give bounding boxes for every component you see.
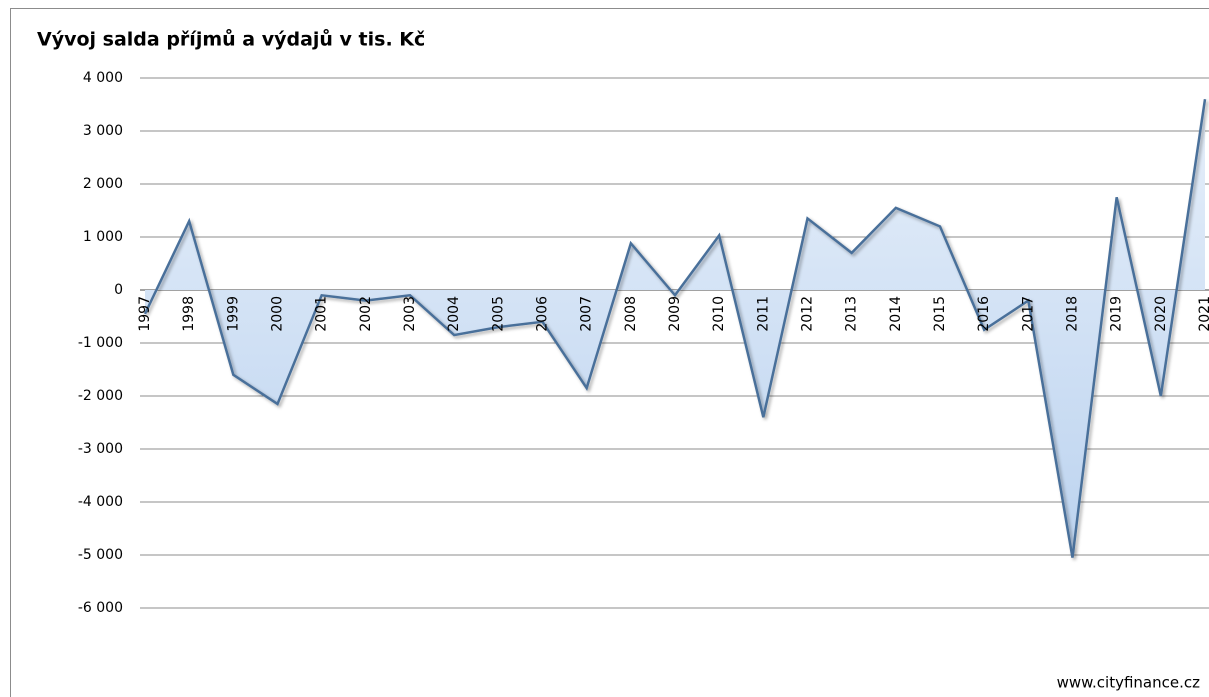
x-tick-label: 2001 [314, 296, 330, 332]
x-tick-label: 2004 [446, 296, 462, 332]
x-tick-label: 2000 [270, 296, 286, 332]
x-tick-label: 1999 [225, 296, 241, 332]
x-tick-label: 1998 [181, 296, 197, 332]
x-tick-label: 2010 [711, 296, 727, 332]
source: www.cityfinance.cz [1057, 674, 1201, 692]
x-tick-label: 2007 [579, 296, 595, 332]
x-tick-label: 2021 [1197, 296, 1209, 332]
x-tick-label: 2005 [490, 296, 506, 332]
y-tick-label: 3 000 [83, 123, 123, 139]
x-tick-label: 2016 [976, 296, 992, 332]
y-tick-label: -3 000 [78, 441, 123, 457]
x-tick-label: 1997 [137, 296, 153, 332]
y-tick-label: -1 000 [78, 335, 123, 351]
y-tick-label: -4 000 [78, 494, 123, 510]
line [143, 99, 1207, 558]
y-tick-label: -5 000 [78, 547, 123, 563]
x-tick-label: 2002 [358, 296, 374, 332]
y-tick-label: 1 000 [83, 229, 123, 245]
x-tick-label: 2014 [888, 296, 904, 332]
x-tick-label: 2017 [1020, 296, 1036, 332]
y-tick-label: 0 [114, 282, 123, 298]
x-tick-label: 2003 [402, 296, 418, 332]
x-tick-label: 2015 [932, 296, 948, 332]
chart-title: Vývoj salda příjmů a výdajů v tis. Kč [37, 28, 425, 51]
x-tick-label: 2019 [1109, 296, 1125, 332]
y-tick-label: -6 000 [78, 600, 123, 616]
x-tick-label: 2006 [535, 296, 551, 332]
chart-border [10, 8, 1209, 697]
x-tick-label: 2020 [1153, 296, 1169, 332]
x-tick-label: 2012 [800, 296, 816, 332]
x-tick-label: 2013 [844, 296, 860, 332]
x-tick-label: 2008 [623, 296, 639, 332]
y-tick-label: 2 000 [83, 176, 123, 192]
x-tick-label: 2011 [755, 296, 771, 332]
y-tick-label: 4 000 [83, 70, 123, 86]
x-tick-label: 2018 [1065, 296, 1081, 332]
y-tick-label: -2 000 [78, 388, 123, 404]
x-tick-label: 2009 [667, 296, 683, 332]
